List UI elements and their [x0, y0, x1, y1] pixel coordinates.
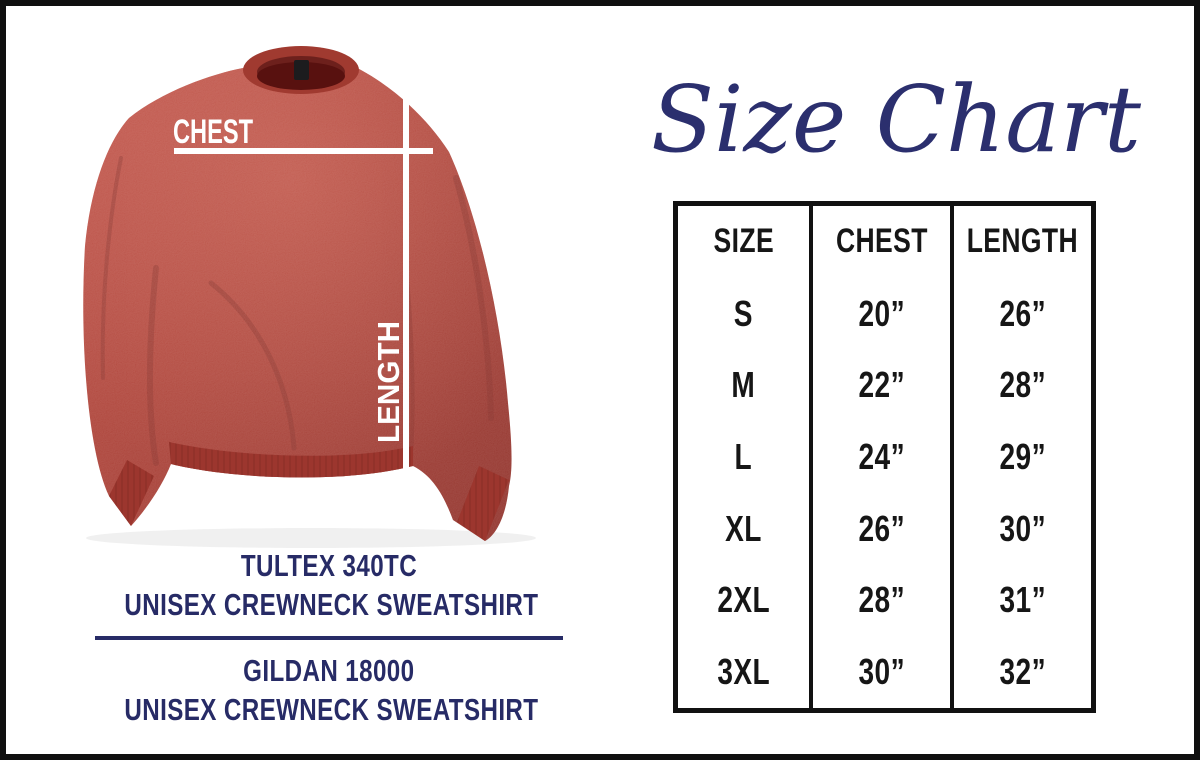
table-column-chest: CHEST 20” 22” 24” 26” 28” 30”	[809, 206, 950, 708]
table-cell: M	[731, 364, 756, 406]
column-header-chest: CHEST	[835, 222, 928, 261]
product1-type: UNISEX CREWNECK SWEATSHIRT	[124, 587, 539, 622]
table-cell: 24”	[858, 436, 905, 478]
product2-name: GILDAN 18000	[242, 653, 415, 688]
size-chart-table: SIZE S M L XL 2XL 3XL CHEST 20” 22” 24” …	[673, 201, 1096, 713]
table-cell: 28”	[999, 364, 1046, 406]
product-info: TULTEX 340TC UNISEX CREWNECK SWEATSHIRT …	[66, 546, 591, 729]
chest-measure-line	[174, 148, 433, 154]
table-column-size: SIZE S M L XL 2XL 3XL	[678, 206, 809, 708]
hem-band	[169, 442, 413, 478]
divider-line	[94, 636, 563, 640]
neck-label-tag	[294, 60, 309, 80]
cuff-left	[109, 460, 154, 526]
ground-shadow	[86, 528, 536, 548]
length-measure-line	[403, 86, 409, 501]
table-column-length: LENGTH 26” 28” 29” 30” 31” 32”	[950, 206, 1091, 708]
column-header-size: SIZE	[713, 222, 774, 261]
table-cell: 31”	[999, 579, 1046, 621]
length-label: LENGTH	[371, 321, 406, 443]
table-cell: 22”	[858, 364, 905, 406]
table-cell: 28”	[858, 579, 905, 621]
table-cell: 32”	[999, 651, 1046, 693]
table-cell: 2XL	[717, 579, 770, 621]
table-cell: 26”	[858, 507, 905, 549]
column-header-length: LENGTH	[966, 222, 1079, 261]
measurement-lines: CHEST LENGTH	[173, 86, 433, 501]
chest-label: CHEST	[173, 113, 253, 151]
table-cell: 26”	[999, 292, 1046, 334]
table-cell: XL	[725, 507, 762, 549]
table-cell: 29”	[999, 436, 1046, 478]
table-cell: 20”	[858, 292, 905, 334]
table-cell: L	[734, 436, 753, 478]
table-cell: S	[733, 292, 754, 334]
product2-type: UNISEX CREWNECK SWEATSHIRT	[124, 692, 539, 727]
table-cell: 30”	[858, 651, 905, 693]
page-title: Size Chart	[650, 65, 1142, 173]
product1-name: TULTEX 340TC	[240, 548, 417, 583]
table-cell: 30”	[999, 507, 1046, 549]
sweatshirt-photo: CHEST LENGTH	[83, 46, 536, 548]
collar	[243, 46, 359, 94]
table-cell: 3XL	[717, 651, 770, 693]
cuff-right	[457, 466, 509, 541]
